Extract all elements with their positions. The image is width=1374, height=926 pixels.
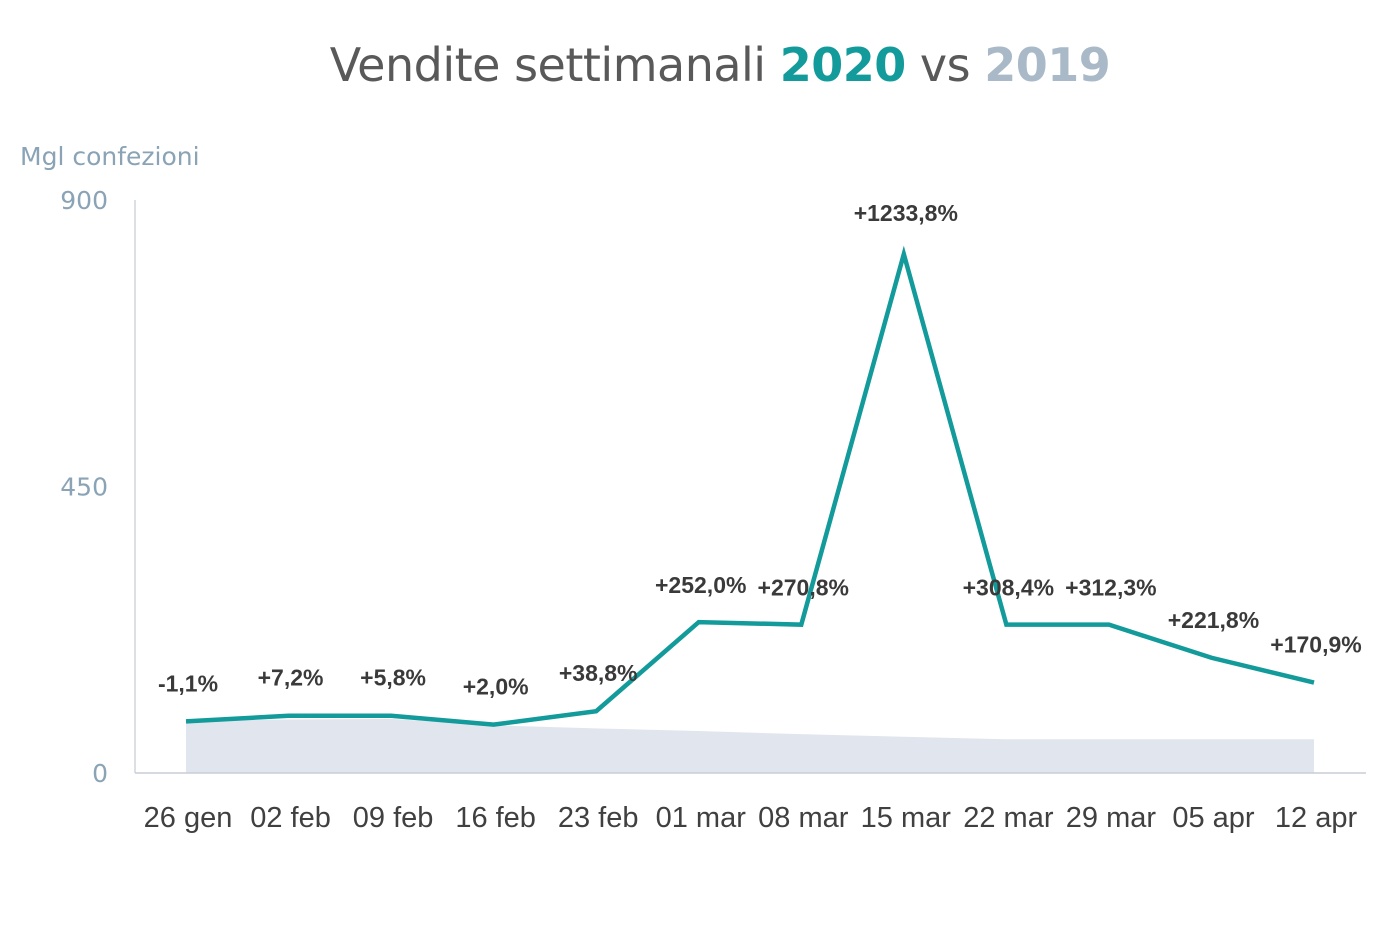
- title-prefix: Vendite settimanali: [329, 38, 780, 92]
- x-tick-label: 16 feb: [455, 802, 536, 834]
- x-tick-label: 23 feb: [558, 802, 639, 834]
- x-tick-label: 02 feb: [250, 802, 331, 834]
- x-tick-label: 05 apr: [1172, 802, 1255, 834]
- x-tick-label: 15 mar: [861, 802, 952, 834]
- data-label: +221,8%: [1168, 607, 1259, 633]
- data-label: +5,8%: [360, 665, 426, 691]
- series-2020-line: [185, 245, 1315, 727]
- y-tick-label: 0: [92, 759, 108, 788]
- data-label: +308,4%: [963, 575, 1054, 601]
- title-middle: vs: [905, 38, 985, 92]
- data-label: +170,9%: [1270, 632, 1361, 658]
- title-year-2020: 2020: [779, 38, 907, 92]
- x-tick-label: 26 gen: [144, 802, 233, 834]
- data-label: +2,0%: [463, 674, 529, 700]
- data-label: +38,8%: [559, 660, 638, 686]
- data-label: +270,8%: [758, 575, 849, 601]
- x-tick-label: 29 mar: [1066, 802, 1157, 834]
- y-tick-label: 900: [60, 186, 108, 215]
- x-tick-label: 12 apr: [1275, 802, 1358, 834]
- y-tick-label: 450: [60, 473, 108, 502]
- x-tick-label: 22 mar: [963, 802, 1054, 834]
- x-tick-label: 08 mar: [758, 802, 849, 834]
- data-label: +252,0%: [655, 572, 746, 598]
- chart-title: Vendite settimanali 2020 vs 2019: [0, 38, 1374, 92]
- x-tick-label: 01 mar: [656, 802, 747, 834]
- data-label: -1,1%: [158, 670, 218, 696]
- title-year-2019: 2019: [984, 38, 1111, 92]
- x-tick-label: 09 feb: [353, 802, 434, 834]
- y-axis-label: Mgl confezioni: [20, 142, 200, 171]
- series-2019-area: [186, 718, 1314, 773]
- data-label: +7,2%: [258, 665, 324, 691]
- data-label: +1233,8%: [854, 200, 958, 226]
- data-label: +312,3%: [1065, 575, 1156, 601]
